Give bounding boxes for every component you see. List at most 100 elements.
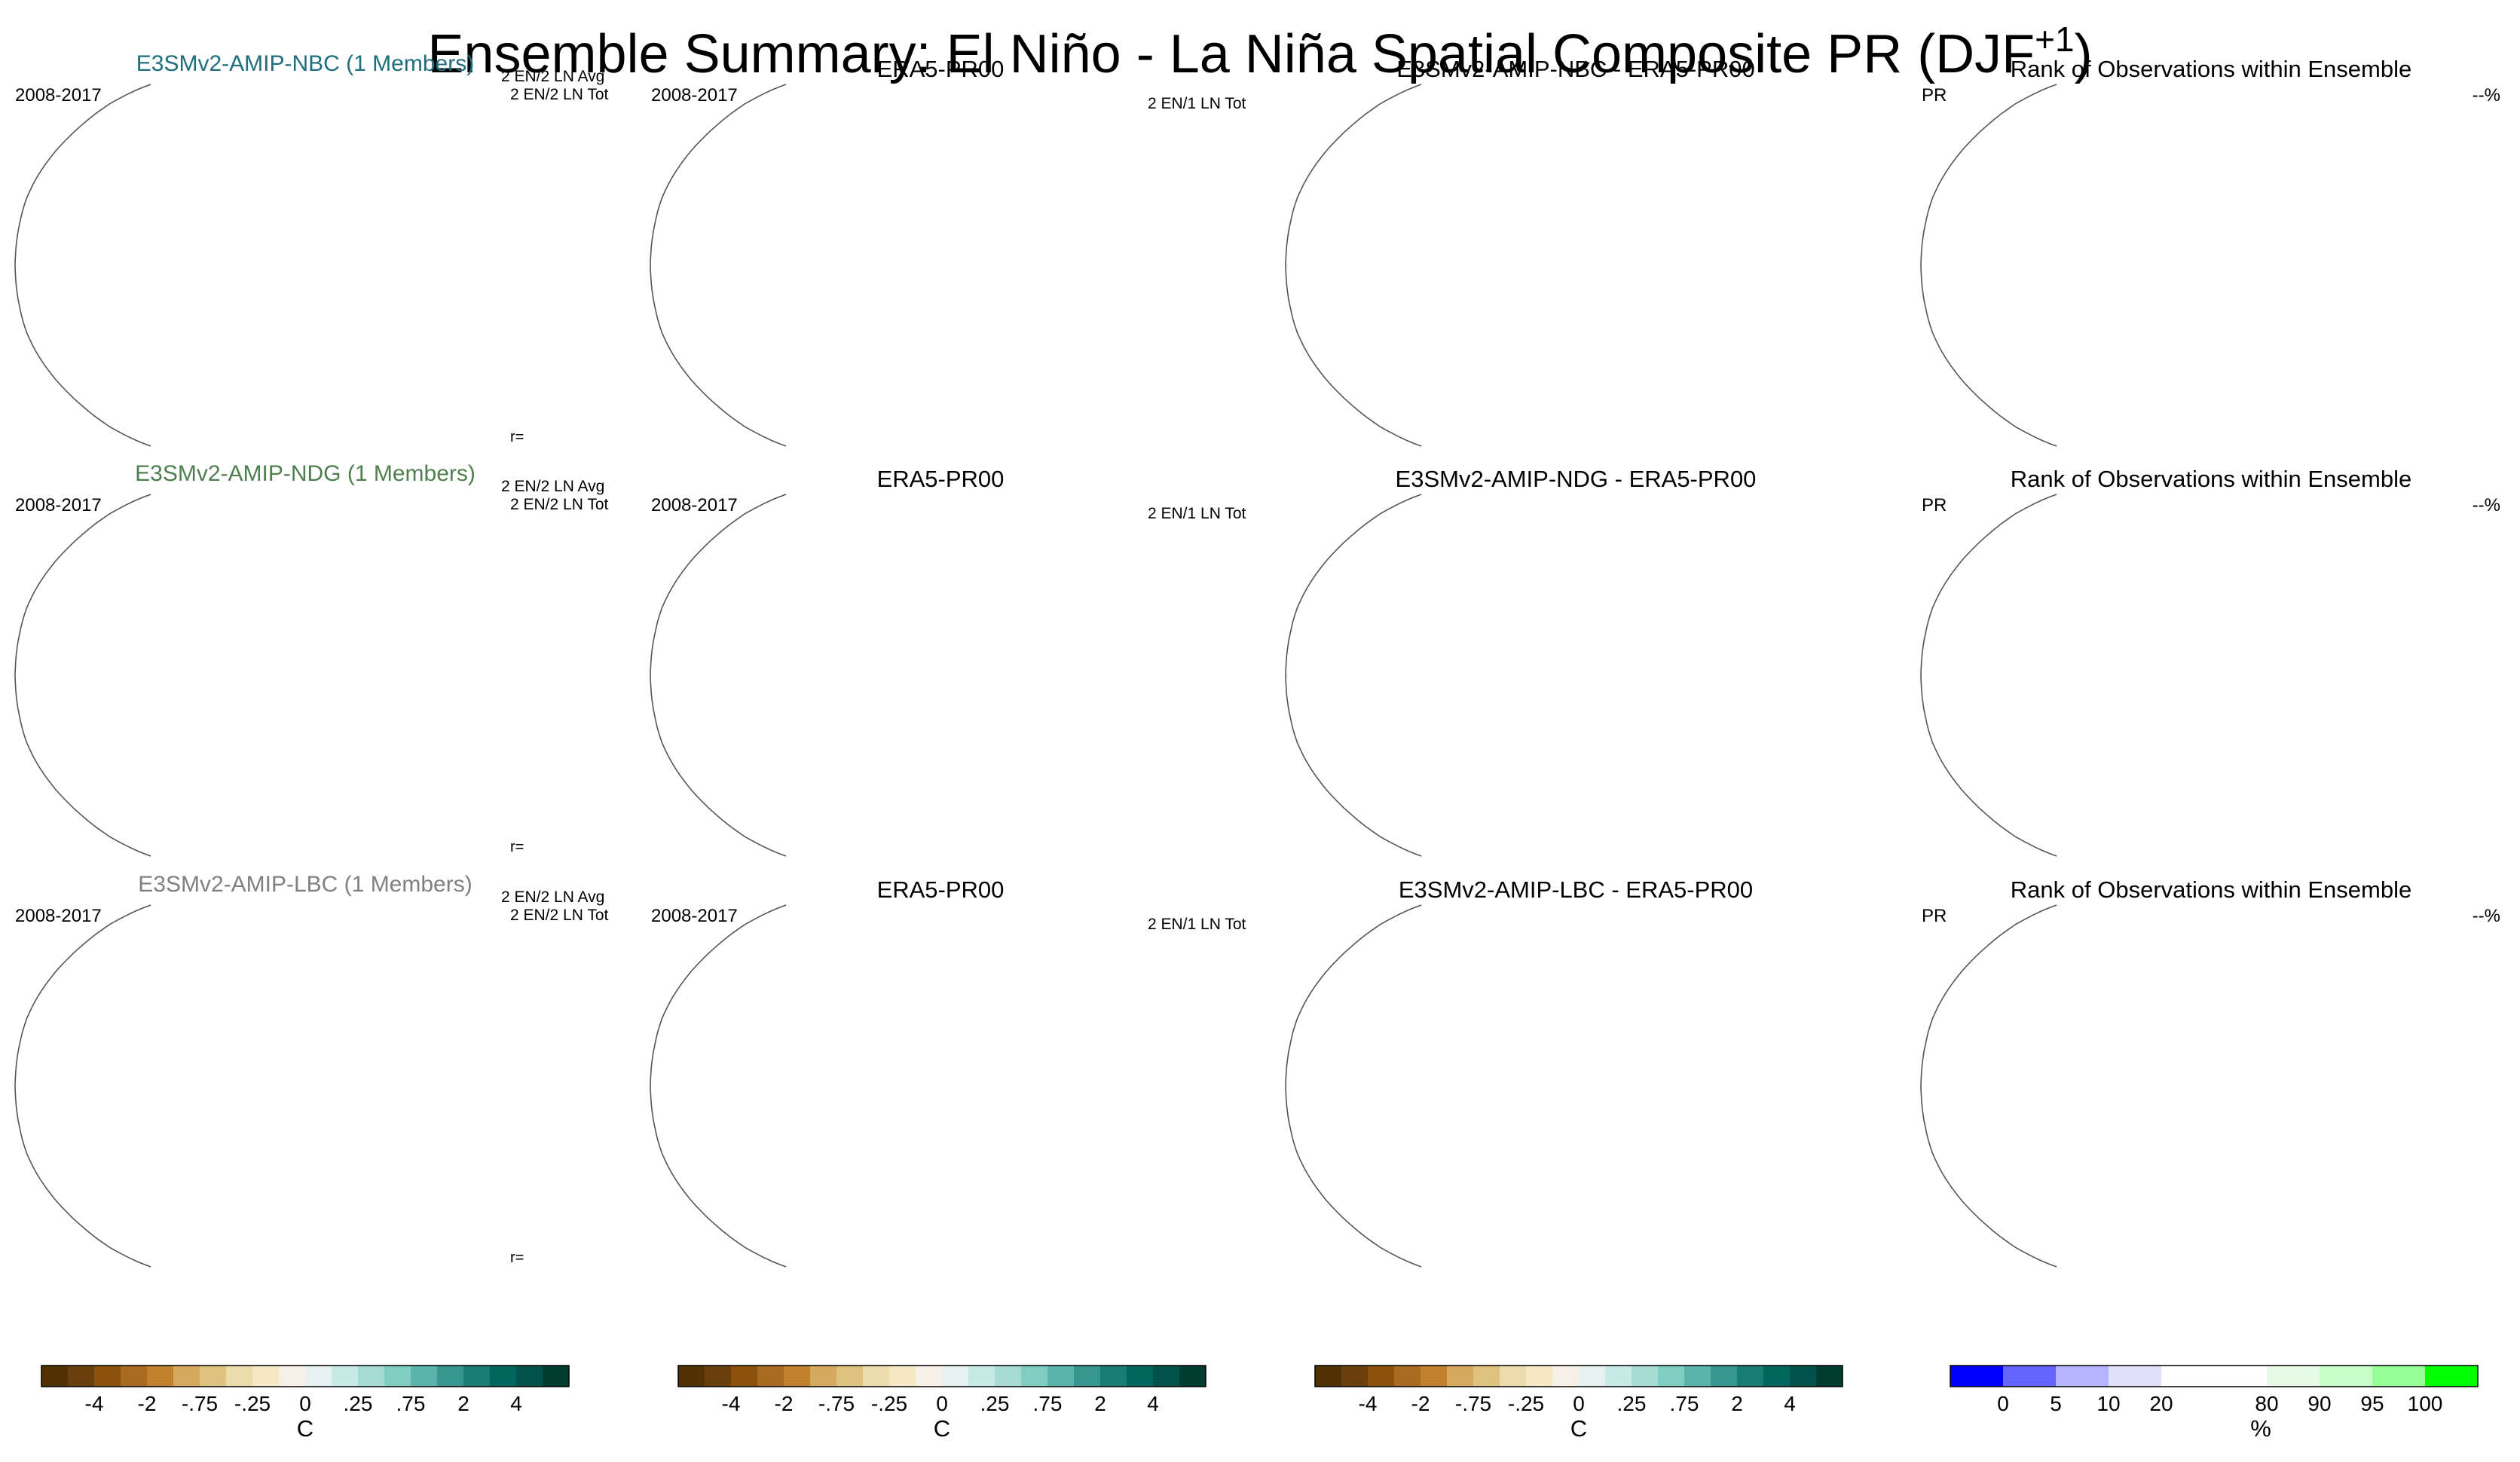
field-cell (414, 812, 427, 821)
field-cell (532, 626, 543, 635)
field-cell (525, 145, 540, 153)
field-cell (256, 84, 265, 88)
field-cell (314, 332, 324, 341)
field-cell (248, 635, 258, 644)
field-cell (387, 84, 398, 88)
field-cell (529, 359, 543, 369)
field-cell (152, 297, 163, 306)
field-cell (267, 680, 277, 689)
field-cell (512, 341, 525, 350)
field-cell (491, 323, 502, 332)
field-cell (295, 852, 301, 856)
field-cell (34, 661, 45, 671)
field-cell (399, 432, 411, 438)
field-cell (93, 769, 108, 778)
field-cell (226, 359, 237, 369)
coastline (861, 268, 889, 286)
field-cell (390, 216, 400, 225)
field-cell (525, 796, 541, 804)
field-cell (509, 377, 524, 385)
field-cell (195, 128, 207, 136)
field-cell (268, 599, 278, 608)
field-cell (360, 189, 370, 198)
field-cell (48, 179, 63, 190)
field-cell (256, 106, 265, 113)
field-cell (297, 154, 305, 163)
field-cell (367, 581, 378, 590)
field-cell (68, 616, 81, 626)
field-cell (565, 653, 576, 662)
field-cell (392, 644, 402, 653)
field-cell (414, 369, 426, 378)
field-cell (296, 769, 305, 778)
field-cell (102, 670, 112, 681)
field-cell (219, 225, 229, 234)
coastline (1524, 357, 1528, 362)
field-cell (185, 332, 195, 341)
field-cell (305, 599, 314, 608)
field-cell (111, 769, 125, 778)
field-cell (257, 234, 267, 243)
field-cell (315, 716, 325, 725)
field-cell (305, 198, 315, 207)
field-cell (393, 848, 405, 852)
field-cell (393, 852, 403, 856)
field-cell (295, 442, 301, 446)
coastline (1049, 91, 1120, 132)
field-cell (305, 581, 314, 590)
field-cell (422, 180, 433, 189)
field-cell (289, 377, 298, 385)
field-cell (315, 635, 325, 644)
field-cell (286, 279, 295, 288)
field-cell (486, 769, 499, 778)
field-cell (403, 84, 414, 88)
field-cell (572, 707, 583, 716)
field-cell (315, 671, 325, 680)
field-cell (298, 410, 305, 417)
field-cell (488, 698, 498, 707)
field-cell (364, 564, 374, 573)
field-cell (436, 402, 449, 411)
field-cell (416, 93, 430, 99)
field-cell (512, 590, 525, 599)
field-cell (216, 581, 226, 590)
field-cell (373, 261, 383, 270)
field-cell (387, 848, 399, 852)
field-cell (338, 848, 346, 852)
field-cell (391, 572, 402, 581)
field-cell (507, 279, 518, 288)
field-cell (575, 279, 586, 288)
field-cell (145, 120, 151, 129)
field-cell (277, 689, 286, 698)
field-cell (374, 99, 385, 106)
field-cell (245, 778, 255, 788)
field-cell (331, 162, 341, 171)
field-cell (552, 216, 563, 225)
field-cell (460, 599, 472, 608)
field-cell (141, 697, 151, 707)
field-cell (234, 359, 245, 369)
field-cell (166, 88, 180, 93)
field-cell (246, 145, 256, 153)
field-cell (119, 572, 133, 582)
field-cell (286, 725, 296, 734)
field-cell (139, 98, 151, 106)
field-cell (75, 635, 87, 644)
field-cell (216, 386, 226, 394)
field-cell (317, 93, 323, 99)
field-cell (373, 128, 384, 136)
field-cell (552, 760, 567, 769)
field-cell (381, 635, 391, 644)
field-cell (269, 350, 279, 359)
field-cell (166, 848, 180, 852)
field-cell (271, 827, 279, 835)
field-cell (431, 438, 445, 442)
field-cell (54, 242, 65, 252)
field-cell (564, 698, 574, 707)
field-cell (372, 644, 382, 653)
field-cell (451, 189, 463, 198)
field-cell (429, 760, 440, 769)
field-cell (59, 314, 72, 324)
field-cell (453, 88, 469, 93)
field-cell (152, 84, 166, 88)
